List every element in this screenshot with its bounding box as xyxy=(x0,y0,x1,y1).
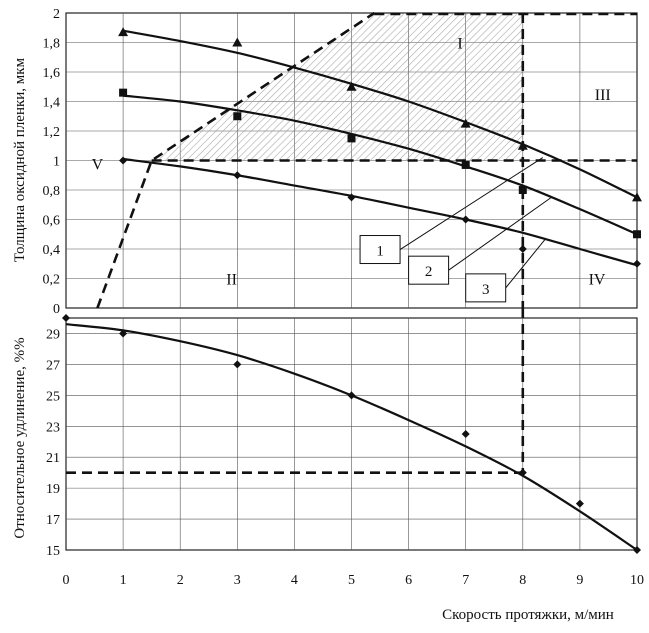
region-label-iv: IV xyxy=(589,272,606,289)
upper-y-tick-label: 0,8 xyxy=(43,184,61,199)
series-2-callout-label: 2 xyxy=(425,264,433,280)
x-tick-label: 7 xyxy=(462,573,469,588)
lower-y-axis-label: Относительное удлинение, %% xyxy=(12,337,28,538)
series-1-marker xyxy=(517,140,528,150)
series-1-leader-line xyxy=(399,157,544,250)
upper-y-tick-label: 0,4 xyxy=(43,243,61,258)
series-1-marker xyxy=(632,192,642,202)
x-tick-label: 2 xyxy=(177,573,184,588)
series-1-marker xyxy=(460,118,471,128)
series-2-leader-line xyxy=(448,196,552,271)
series-2-marker xyxy=(633,230,641,239)
x-axis: 0 1 2 3 4 5 6 7 8 9 10 xyxy=(63,573,645,588)
x-tick-label: 6 xyxy=(405,573,412,588)
lower-y-tick-label: 29 xyxy=(46,327,60,342)
series-3-callout-label: 3 xyxy=(482,282,490,298)
upper-y-axis-label: Толщина оксидной пленки, мкм xyxy=(12,57,28,262)
upper-y-tick-label: 0 xyxy=(53,302,60,317)
lower-y-tick-label: 19 xyxy=(46,482,60,497)
x-tick-label: 0 xyxy=(63,573,70,588)
series-2-curve xyxy=(122,94,638,236)
elongation-marker xyxy=(347,391,356,400)
elongation-curve xyxy=(65,323,638,551)
hatched-region-I xyxy=(151,13,523,161)
x-tick-label: 5 xyxy=(348,573,355,588)
series-2-marker xyxy=(461,160,470,169)
upper-y-tick-label: 1,4 xyxy=(43,96,61,111)
elongation-marker xyxy=(575,499,584,508)
series-2-marker xyxy=(119,88,128,97)
upper-y-tick-label: 1 xyxy=(53,155,60,170)
x-tick-label: 8 xyxy=(519,573,526,588)
region-label-i: I xyxy=(457,36,462,53)
series-2-marker xyxy=(518,186,527,194)
elongation-marker xyxy=(233,360,242,369)
series-3-marker xyxy=(233,171,242,180)
upper-y-tick-label: 2 xyxy=(53,7,60,22)
lower-y-tick-label: 17 xyxy=(46,513,60,528)
upper-y-tick-label: 1,8 xyxy=(43,37,61,52)
series-2-marker xyxy=(347,134,356,143)
region-label-v: V xyxy=(92,156,104,173)
x-tick-label: 9 xyxy=(576,573,583,588)
upper-y-tick-label: 0,2 xyxy=(43,273,61,288)
x-tick-label: 3 xyxy=(234,573,241,588)
series-1-callout-label: 1 xyxy=(376,244,384,260)
series-1-curve xyxy=(122,29,638,199)
series-3-marker xyxy=(518,245,527,253)
series-1-marker xyxy=(346,81,357,91)
series-3-marker xyxy=(347,193,356,202)
upper-y-tick-label: 1,6 xyxy=(43,66,61,81)
upper-y-tick-label: 0,6 xyxy=(43,214,61,229)
x-tick-label: 1 xyxy=(120,573,127,588)
lower-y-tick-label: 27 xyxy=(46,358,60,373)
series-3-marker xyxy=(119,156,128,165)
lower-plot: 15 17 19 21 23 25 27 29 xyxy=(46,308,641,559)
region-label-iii: III xyxy=(595,87,611,104)
x-axis-label: Скорость протяжки, м/мин xyxy=(442,607,614,623)
series-3-marker xyxy=(633,259,641,268)
series-3-leader-line xyxy=(505,238,547,289)
lower-y-tick-label: 23 xyxy=(46,420,60,435)
lower-y-tick-label: 21 xyxy=(46,451,60,466)
elongation-marker xyxy=(518,468,527,477)
series-1-callout-box xyxy=(359,235,401,265)
series-2-marker xyxy=(233,112,242,121)
upper-y-tick-label: 1,2 xyxy=(43,125,61,140)
dashed-rising-boundary xyxy=(96,11,376,309)
region-label-ii: II xyxy=(226,272,237,289)
lower-y-tick-label: 15 xyxy=(46,544,60,559)
series-3-marker xyxy=(461,215,470,224)
x-tick-label: 10 xyxy=(630,573,644,588)
lower-y-tick-label: 25 xyxy=(46,389,60,404)
elongation-marker xyxy=(633,546,641,554)
series-3-curve xyxy=(122,157,638,267)
x-tick-label: 4 xyxy=(291,573,298,588)
series-1-marker xyxy=(232,37,243,47)
elongation-marker xyxy=(119,329,128,338)
series-1-marker xyxy=(118,27,129,37)
elongation-marker xyxy=(461,430,470,438)
series-3-callout-box xyxy=(465,273,507,303)
series-2-callout-box xyxy=(408,255,450,285)
elongation-marker xyxy=(62,314,70,322)
